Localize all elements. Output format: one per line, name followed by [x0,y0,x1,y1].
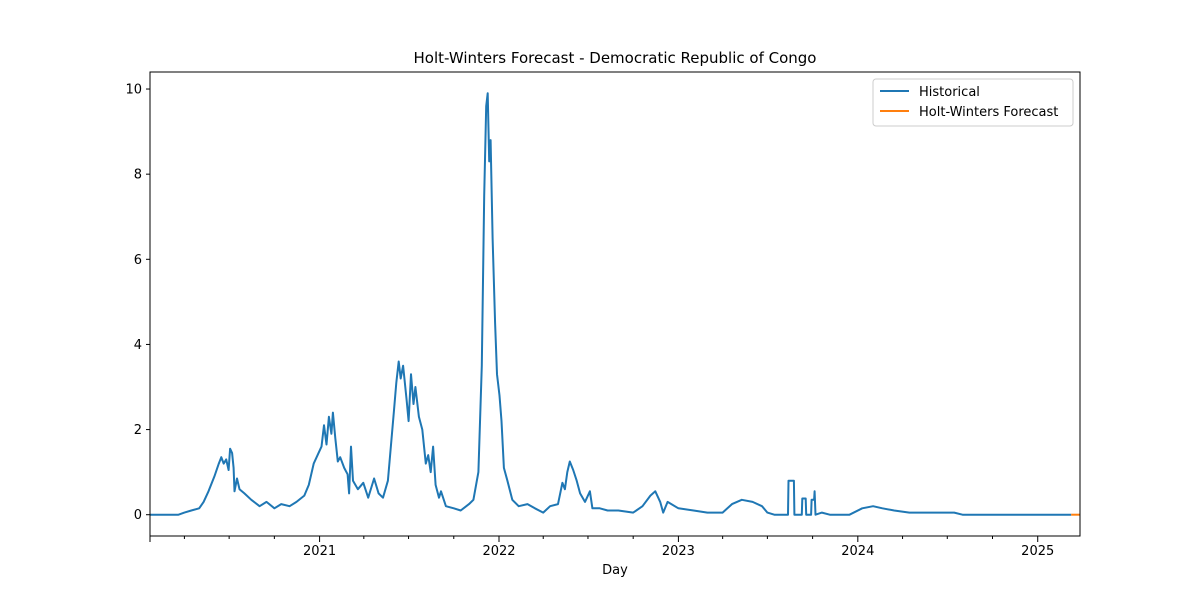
legend-box [872,78,1074,127]
y-tick-label: 10 [125,83,142,98]
y-tick-label: 4 [134,338,142,353]
series-layer [150,92,1080,516]
y-tick-label: 6 [134,253,142,268]
x-tick-label: 2024 [841,544,874,559]
legend-label-forecast: Holt-Winters Forecast [919,105,1058,120]
x-tick-label: 2023 [662,544,695,559]
plot-area [150,72,1080,536]
y-tick-label: 0 [134,508,142,523]
axes-layer: 0 2 4 6 8 10 2021 2022 2023 2024 2025 [125,83,1054,559]
x-tick-label: 2022 [482,544,515,559]
x-axis-label: Day [602,563,628,578]
legend: Historical Holt-Winters Forecast [872,78,1074,127]
y-tick-label: 8 [134,168,142,183]
plot-frame [149,71,1081,537]
x-tick-label: 2021 [303,544,336,559]
series-line-historical [150,92,1072,516]
x-tick-label: 2025 [1021,544,1054,559]
chart-title: Holt-Winters Forecast - Democratic Repub… [414,49,817,67]
y-tick-label: 2 [134,423,142,438]
legend-label-historical: Historical [919,85,980,100]
